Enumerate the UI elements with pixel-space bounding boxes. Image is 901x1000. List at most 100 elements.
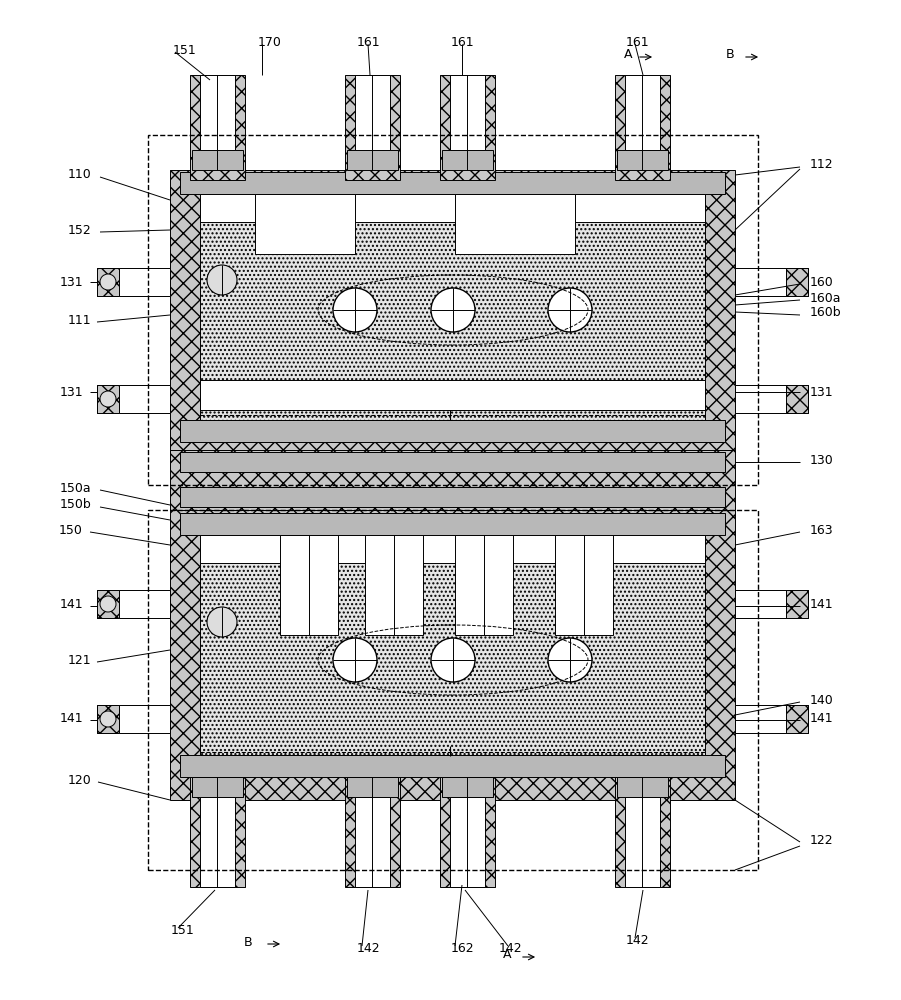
Text: 140: 140 bbox=[810, 694, 833, 706]
Bar bbox=[180, 172, 725, 194]
Bar bbox=[735, 268, 786, 296]
Bar bbox=[200, 194, 705, 222]
Bar bbox=[365, 535, 423, 635]
Bar bbox=[442, 777, 493, 797]
Text: 131: 131 bbox=[59, 385, 83, 398]
Text: 161: 161 bbox=[625, 35, 649, 48]
Bar bbox=[170, 170, 735, 450]
Text: 141: 141 bbox=[59, 712, 83, 724]
Bar bbox=[617, 777, 668, 797]
Circle shape bbox=[333, 638, 377, 682]
Text: B: B bbox=[725, 48, 734, 62]
Bar bbox=[97, 385, 170, 413]
Bar bbox=[170, 450, 735, 510]
Bar bbox=[119, 705, 170, 733]
Circle shape bbox=[548, 638, 592, 682]
Text: A: A bbox=[503, 948, 511, 962]
Text: 130: 130 bbox=[810, 454, 833, 466]
Bar bbox=[735, 385, 808, 413]
Bar bbox=[347, 150, 398, 170]
Circle shape bbox=[548, 288, 592, 332]
Text: 170: 170 bbox=[258, 35, 282, 48]
Bar bbox=[97, 590, 170, 618]
Bar bbox=[200, 75, 235, 150]
Circle shape bbox=[333, 288, 377, 332]
Text: 142: 142 bbox=[356, 942, 380, 954]
Circle shape bbox=[100, 391, 116, 407]
Bar bbox=[735, 268, 808, 296]
Bar bbox=[450, 797, 485, 887]
Text: 152: 152 bbox=[68, 224, 91, 236]
Text: 131: 131 bbox=[59, 275, 83, 288]
Bar bbox=[170, 510, 735, 800]
Text: 160b: 160b bbox=[810, 306, 842, 320]
Circle shape bbox=[100, 274, 116, 290]
Circle shape bbox=[431, 638, 475, 682]
Text: 151: 151 bbox=[171, 924, 195, 936]
Circle shape bbox=[207, 607, 237, 637]
Text: 131: 131 bbox=[810, 385, 833, 398]
Bar bbox=[180, 487, 725, 507]
Text: 141: 141 bbox=[810, 712, 833, 724]
Bar bbox=[180, 420, 725, 442]
Bar bbox=[119, 268, 170, 296]
Bar bbox=[555, 535, 613, 635]
Bar bbox=[617, 150, 668, 170]
Bar bbox=[786, 590, 808, 618]
Bar bbox=[735, 385, 786, 413]
Bar bbox=[180, 513, 725, 535]
Bar bbox=[148, 135, 758, 485]
Text: 111: 111 bbox=[68, 314, 91, 326]
Text: 122: 122 bbox=[810, 834, 833, 846]
Bar bbox=[97, 590, 119, 618]
Text: 141: 141 bbox=[59, 597, 83, 610]
Bar bbox=[200, 535, 705, 755]
Bar bbox=[735, 590, 786, 618]
Bar bbox=[97, 385, 119, 413]
Bar bbox=[455, 194, 575, 254]
Bar bbox=[345, 777, 400, 887]
Bar bbox=[786, 705, 808, 733]
Bar bbox=[200, 380, 705, 410]
Text: 151: 151 bbox=[173, 43, 197, 56]
Bar bbox=[180, 755, 725, 777]
Bar bbox=[735, 705, 786, 733]
Bar bbox=[625, 75, 660, 150]
Text: B: B bbox=[243, 936, 252, 948]
Bar bbox=[625, 797, 660, 887]
Text: 160: 160 bbox=[810, 275, 833, 288]
Bar bbox=[255, 194, 355, 254]
Bar bbox=[97, 268, 170, 296]
Bar bbox=[442, 150, 493, 170]
Text: 142: 142 bbox=[498, 942, 522, 954]
Bar bbox=[192, 777, 243, 797]
Bar bbox=[280, 535, 338, 635]
Bar bbox=[355, 797, 390, 887]
Bar bbox=[148, 510, 758, 870]
Bar bbox=[347, 777, 398, 797]
Bar bbox=[190, 777, 245, 887]
Text: 120: 120 bbox=[68, 774, 91, 786]
Text: 112: 112 bbox=[810, 158, 833, 172]
Bar bbox=[440, 75, 495, 180]
Text: 110: 110 bbox=[68, 168, 91, 182]
Bar bbox=[97, 705, 170, 733]
Text: 160a: 160a bbox=[810, 292, 842, 304]
Text: 150: 150 bbox=[59, 524, 83, 536]
Text: A: A bbox=[623, 48, 633, 62]
Bar bbox=[455, 535, 513, 635]
Bar bbox=[615, 777, 670, 887]
Circle shape bbox=[100, 711, 116, 727]
Bar bbox=[786, 385, 808, 413]
Text: 150a: 150a bbox=[59, 482, 91, 494]
Text: 162: 162 bbox=[450, 942, 474, 954]
Bar bbox=[615, 75, 670, 180]
Bar bbox=[180, 452, 725, 472]
Bar bbox=[97, 268, 119, 296]
Text: 161: 161 bbox=[356, 35, 380, 48]
Bar bbox=[345, 75, 400, 180]
Bar bbox=[192, 150, 243, 170]
Bar bbox=[200, 535, 705, 563]
Text: 121: 121 bbox=[68, 654, 91, 666]
Text: 141: 141 bbox=[810, 597, 833, 610]
